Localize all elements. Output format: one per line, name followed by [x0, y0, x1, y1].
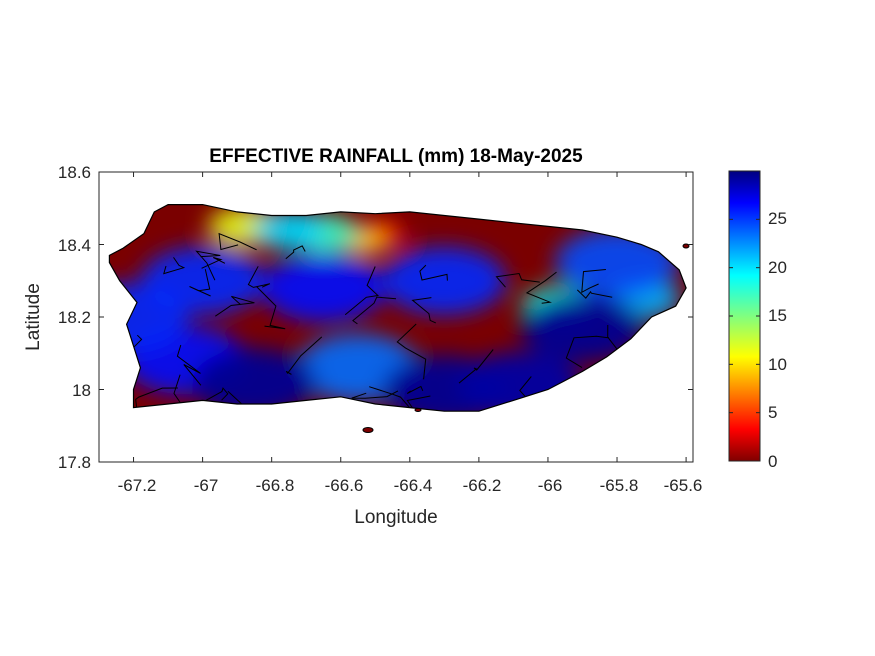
municipality-boundary: [285, 245, 306, 260]
municipality-boundary: [247, 266, 271, 288]
municipality-boundary: [195, 250, 221, 281]
municipality-boundary: [201, 257, 226, 269]
y-tick-label: 18.2: [58, 308, 91, 327]
municipality-boundary: [173, 374, 188, 412]
colorbar-tick-label: 20: [768, 258, 787, 277]
municipality-boundary: [256, 286, 286, 330]
axis-tick-marks: [99, 171, 693, 463]
municipality-boundary: [351, 390, 399, 399]
islet: [414, 408, 422, 412]
colorbar: 25 20 15 10 5 0: [728, 170, 787, 471]
y-axis-label: Latitude: [23, 283, 44, 351]
chart-title: EFFECTIVE RAINFALL (mm) 18-May-2025: [209, 146, 583, 167]
municipality-boundary: [285, 336, 323, 375]
municipality-boundary: [176, 344, 202, 386]
rainfall-blobs: [109, 206, 681, 412]
y-tick-label: 18: [72, 381, 91, 400]
x-tick-label: -66.6: [325, 476, 364, 495]
islet: [682, 243, 690, 249]
y-tick-labels: 18.6 18.4 18.2 18 17.8: [58, 163, 91, 472]
municipality-boundary: [369, 386, 414, 412]
colorbar-tick-label: 5: [768, 403, 777, 422]
municipality-boundary: [197, 387, 229, 406]
colorbar-tick-label: 10: [768, 355, 787, 374]
y-tick-label: 18.6: [58, 163, 91, 182]
colorbar-tick-label: 25: [768, 209, 787, 228]
municipality-boundary: [215, 295, 255, 317]
municipality-boundary: [458, 349, 494, 384]
municipality-boundary: [406, 385, 424, 394]
x-tick-label: -65.8: [600, 476, 639, 495]
municipality-boundary: [135, 387, 178, 412]
x-tick-label: -66: [538, 476, 563, 495]
municipality-boundary: [576, 289, 613, 299]
municipality-boundary: [495, 272, 540, 288]
islet: [362, 427, 374, 433]
colorbar-tick-label: 15: [768, 306, 787, 325]
x-tick-label: -66.4: [394, 476, 433, 495]
rainfall-region: [382, 246, 507, 315]
x-tick-label: -66.8: [256, 476, 295, 495]
colorbar-tick-label: 0: [768, 452, 777, 471]
municipality-boundary: [404, 395, 431, 412]
municipality-boundary: [218, 232, 257, 251]
x-tick-label: -67.2: [118, 476, 157, 495]
y-tick-label: 18.4: [58, 236, 91, 255]
x-axis-label: Longitude: [354, 507, 437, 528]
x-tick-label: -66.2: [463, 476, 502, 495]
x-tick-label: -65.6: [664, 476, 703, 495]
municipality-boundary: [525, 271, 557, 304]
coastline: [108, 204, 687, 412]
municipality-boundary: [189, 269, 211, 297]
offshore-islets: [362, 243, 690, 433]
rainfall-region: [261, 253, 386, 323]
municipality-boundary: [352, 296, 397, 325]
island-rainfall-layer: [108, 204, 687, 412]
municipality-boundary: [411, 297, 437, 324]
municipality-boundary: [396, 323, 427, 380]
municipality-boundary: [419, 264, 448, 281]
rainfall-region: [192, 348, 317, 412]
y-tick-label: 17.8: [58, 453, 91, 472]
municipality-boundary: [565, 335, 610, 369]
colorbar-gradient: [728, 170, 761, 462]
municipality-boundary: [344, 266, 379, 316]
x-tick-labels: -67.2 -67 -66.8 -66.6 -66.4 -66.2 -66 -6…: [118, 476, 703, 495]
municipality-boundary: [581, 269, 606, 294]
x-tick-label: -67: [194, 476, 219, 495]
rainfall-region: [252, 210, 325, 250]
municipality-boundary: [163, 257, 186, 275]
